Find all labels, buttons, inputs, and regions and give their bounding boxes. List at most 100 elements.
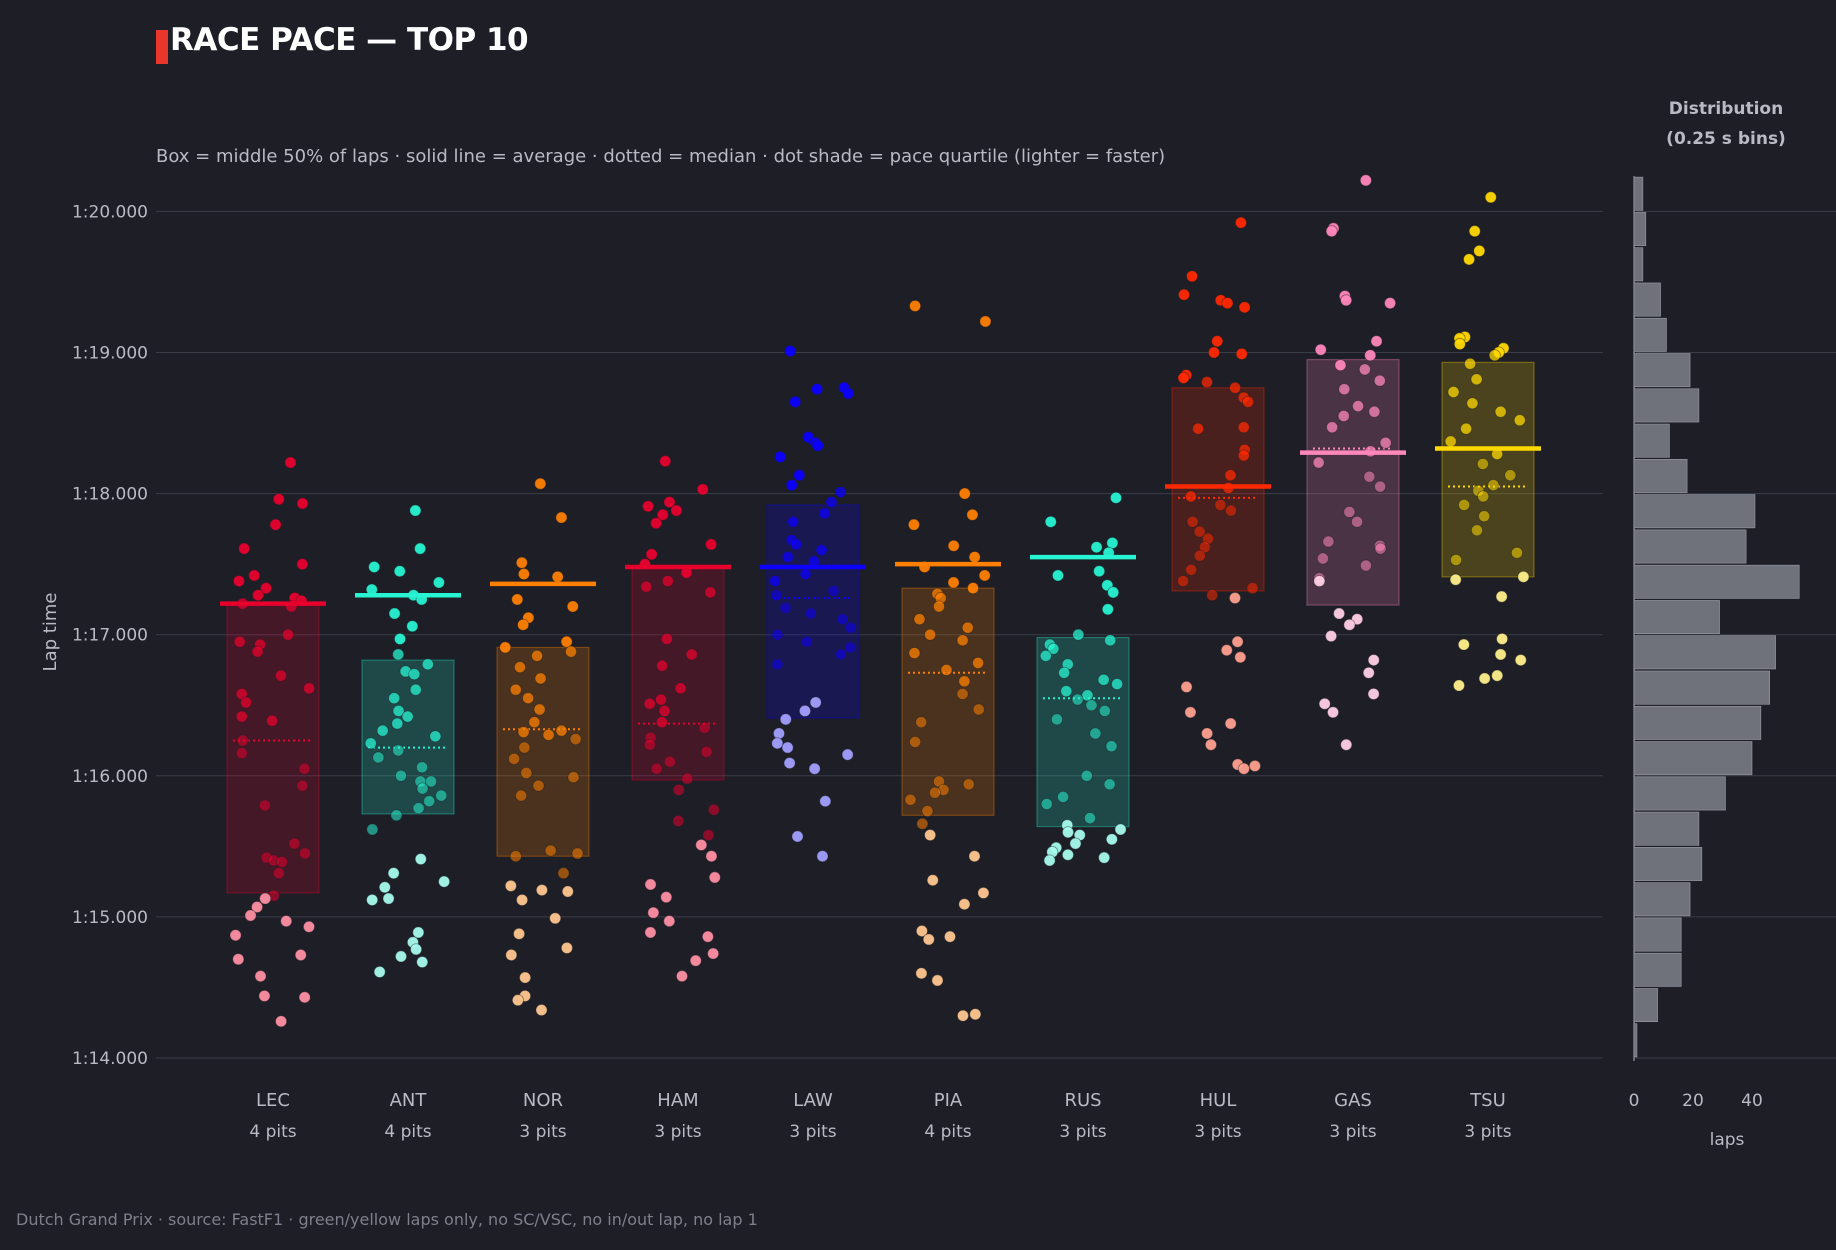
lap-point	[416, 782, 429, 795]
lap-point	[410, 943, 423, 956]
lap-point	[655, 693, 668, 706]
lap-point	[663, 496, 676, 509]
driver-group-pia: PIA 4 pits	[895, 299, 1001, 1142]
lap-point	[235, 710, 248, 723]
lap-point	[534, 477, 547, 490]
lap-point	[284, 456, 297, 469]
lap-point	[672, 814, 685, 827]
lap-point	[643, 738, 656, 751]
lap-point	[516, 893, 529, 906]
lap-point	[681, 772, 694, 785]
lap-point	[378, 881, 391, 894]
lap-point	[1093, 565, 1106, 578]
lap-point	[1491, 669, 1504, 682]
lap-point	[392, 704, 405, 717]
lap-point	[962, 778, 975, 791]
lap-point	[1484, 191, 1497, 204]
lap-point	[513, 661, 526, 674]
iqr-box	[901, 587, 995, 816]
lap-point	[968, 551, 981, 564]
lap-point	[656, 508, 669, 521]
lap-point	[779, 601, 792, 614]
lap-point	[1359, 559, 1372, 572]
y-tick-label: 1:14.000	[72, 1049, 148, 1069]
lap-point	[1248, 759, 1261, 772]
lap-point	[790, 538, 803, 551]
lap-point	[799, 568, 812, 581]
lap-point	[296, 497, 309, 510]
lap-point	[1478, 510, 1491, 523]
lap-point	[275, 1015, 288, 1028]
lap-point	[660, 632, 673, 645]
y-tick-label: 1:19.000	[72, 344, 148, 364]
lap-point	[915, 967, 928, 980]
lap-point	[1362, 666, 1375, 679]
lap-point	[834, 648, 847, 661]
lap-point	[392, 648, 405, 661]
lap-point	[388, 607, 401, 620]
hist-bar	[1633, 882, 1691, 917]
lap-point	[913, 613, 926, 626]
lap-point	[1453, 338, 1466, 351]
lap-point	[1464, 357, 1477, 370]
lap-point	[1237, 762, 1250, 775]
lap-point	[1101, 603, 1114, 616]
lap-point	[551, 570, 564, 583]
lap-point	[1238, 301, 1251, 314]
lap-point	[557, 867, 570, 880]
lap-point	[784, 345, 797, 358]
lap-point	[275, 855, 288, 868]
iqr-box	[1441, 361, 1535, 578]
x-tick-label-driver: LAW	[793, 1090, 833, 1111]
lap-point	[921, 805, 934, 818]
lap-point	[1476, 457, 1489, 470]
lap-point	[1193, 549, 1206, 562]
lap-point	[836, 613, 849, 626]
lap-point	[785, 479, 798, 492]
lap-point	[1237, 449, 1250, 462]
lap-point	[1114, 823, 1127, 836]
lap-point	[258, 989, 271, 1002]
hist-bar	[1633, 176, 1644, 211]
lap-point	[542, 728, 555, 741]
lap-point	[509, 850, 522, 863]
lap-point	[298, 847, 311, 860]
lap-point	[518, 741, 531, 754]
y-tick-label: 1:15.000	[72, 908, 148, 928]
hist-bar	[1633, 917, 1682, 952]
lap-point	[961, 621, 974, 634]
hist-bar	[1633, 459, 1688, 493]
lap-point	[1221, 297, 1234, 310]
lap-point	[252, 589, 265, 602]
lap-point	[698, 721, 711, 734]
lap-point	[1060, 685, 1073, 698]
lap-point	[1374, 542, 1387, 555]
lap-point	[505, 948, 518, 961]
lap-point	[1325, 225, 1338, 238]
lap-point	[1338, 383, 1351, 396]
lap-point	[412, 926, 425, 939]
y-tick-label: 1:20.000	[72, 202, 148, 222]
hist-bar	[1633, 423, 1670, 458]
lap-point	[438, 875, 451, 888]
lap-point	[1246, 582, 1259, 595]
lap-point	[968, 850, 981, 863]
lap-point	[645, 548, 658, 561]
lap-point	[1083, 812, 1096, 825]
lap-point	[958, 487, 971, 500]
lap-point	[1234, 651, 1247, 664]
lap-point	[1186, 515, 1199, 528]
lap-point	[1444, 435, 1457, 448]
lap-point	[1450, 553, 1463, 566]
lap-point	[282, 628, 295, 641]
lap-point	[804, 607, 817, 620]
lap-point	[1184, 706, 1197, 719]
lap-point	[972, 703, 985, 716]
lap-point	[841, 748, 854, 761]
lap-point	[1340, 738, 1353, 751]
x-tick-label-pits: 3 pits	[789, 1122, 836, 1142]
lap-point	[1110, 491, 1123, 504]
lap-point	[978, 569, 991, 582]
lap-point	[1488, 349, 1501, 362]
lap-point	[1495, 590, 1508, 603]
